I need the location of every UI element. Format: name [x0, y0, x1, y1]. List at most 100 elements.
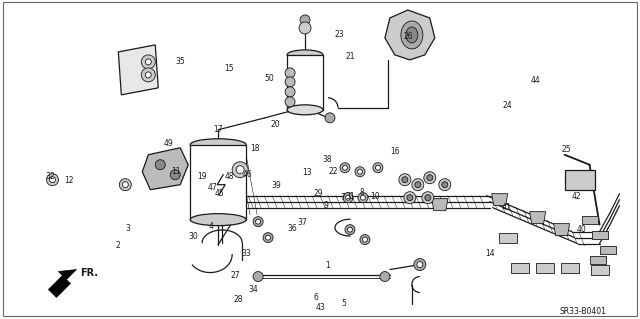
Ellipse shape: [287, 50, 323, 60]
Text: 3: 3: [126, 224, 131, 233]
Text: 39: 39: [271, 181, 282, 190]
Text: 22: 22: [328, 167, 337, 176]
Circle shape: [348, 227, 353, 232]
Circle shape: [417, 262, 423, 268]
Ellipse shape: [190, 214, 246, 226]
Circle shape: [122, 182, 128, 188]
Circle shape: [325, 113, 335, 123]
Text: 11: 11: [171, 167, 180, 175]
Text: 26: 26: [403, 32, 413, 41]
Text: 14: 14: [485, 249, 495, 258]
Circle shape: [285, 97, 295, 107]
Circle shape: [232, 162, 248, 178]
Ellipse shape: [287, 105, 323, 115]
Circle shape: [299, 22, 311, 34]
Text: 2: 2: [115, 241, 120, 250]
Text: 45: 45: [215, 189, 225, 198]
Text: 10: 10: [370, 192, 380, 201]
Circle shape: [47, 174, 58, 186]
Polygon shape: [561, 263, 579, 272]
Text: 8: 8: [359, 188, 364, 197]
Circle shape: [415, 182, 421, 188]
Polygon shape: [492, 194, 508, 206]
Circle shape: [253, 271, 263, 282]
Circle shape: [141, 68, 156, 82]
Text: 43: 43: [315, 303, 325, 312]
Circle shape: [357, 169, 362, 174]
Circle shape: [427, 175, 433, 181]
Polygon shape: [530, 211, 546, 224]
Circle shape: [439, 179, 451, 191]
Circle shape: [253, 217, 263, 226]
Text: 36: 36: [287, 224, 297, 233]
Circle shape: [424, 172, 436, 184]
Text: 49: 49: [164, 139, 173, 148]
Circle shape: [412, 179, 424, 191]
Text: 4: 4: [209, 222, 214, 231]
Text: 7: 7: [340, 193, 346, 202]
Circle shape: [343, 193, 353, 203]
Text: 13: 13: [303, 168, 312, 177]
Polygon shape: [49, 270, 76, 298]
Circle shape: [404, 192, 416, 204]
Polygon shape: [582, 216, 598, 224]
Text: 25: 25: [562, 145, 572, 154]
Polygon shape: [554, 224, 570, 236]
Circle shape: [346, 195, 351, 200]
Ellipse shape: [401, 21, 423, 49]
Polygon shape: [385, 10, 435, 60]
Bar: [190, 145, 246, 220]
Text: 15: 15: [225, 64, 234, 73]
Text: 48: 48: [225, 172, 235, 181]
Text: 12: 12: [64, 176, 74, 185]
Text: 17: 17: [213, 125, 223, 134]
Circle shape: [380, 271, 390, 282]
Polygon shape: [591, 231, 607, 239]
Text: 33: 33: [241, 249, 251, 258]
Ellipse shape: [190, 139, 246, 151]
Text: 32: 32: [45, 172, 55, 181]
Circle shape: [285, 68, 295, 78]
Circle shape: [266, 235, 271, 240]
Text: 19: 19: [198, 172, 207, 181]
Polygon shape: [499, 233, 516, 242]
Circle shape: [263, 233, 273, 242]
Bar: [287, 55, 323, 110]
Text: 46: 46: [243, 170, 252, 179]
Circle shape: [285, 87, 295, 97]
Text: 28: 28: [234, 295, 243, 304]
Text: 50: 50: [264, 73, 274, 83]
Text: 38: 38: [323, 155, 332, 164]
Polygon shape: [600, 246, 616, 254]
Circle shape: [422, 192, 434, 204]
Circle shape: [355, 167, 365, 177]
Circle shape: [156, 160, 165, 170]
Text: 34: 34: [249, 285, 259, 294]
Circle shape: [373, 163, 383, 173]
Ellipse shape: [406, 27, 418, 43]
Circle shape: [255, 219, 260, 224]
Text: 20: 20: [271, 120, 280, 129]
Text: 18: 18: [250, 144, 260, 153]
Polygon shape: [118, 45, 158, 95]
Circle shape: [119, 179, 131, 191]
Text: 47: 47: [208, 183, 218, 192]
Text: 24: 24: [502, 100, 512, 110]
Text: 9: 9: [324, 201, 329, 210]
Text: 40: 40: [577, 225, 587, 234]
Circle shape: [407, 195, 413, 201]
Circle shape: [360, 234, 370, 245]
Text: 35: 35: [176, 57, 186, 66]
Text: 16: 16: [390, 147, 400, 156]
Text: SR33-B0401: SR33-B0401: [559, 308, 607, 316]
Circle shape: [141, 55, 156, 69]
Bar: [564, 170, 595, 190]
Circle shape: [145, 59, 151, 65]
Circle shape: [358, 193, 368, 203]
Circle shape: [170, 170, 180, 180]
Text: 27: 27: [231, 271, 241, 280]
Text: 30: 30: [188, 232, 198, 241]
Text: 1: 1: [325, 262, 330, 271]
Text: 42: 42: [572, 192, 581, 201]
Text: 21: 21: [346, 52, 355, 61]
